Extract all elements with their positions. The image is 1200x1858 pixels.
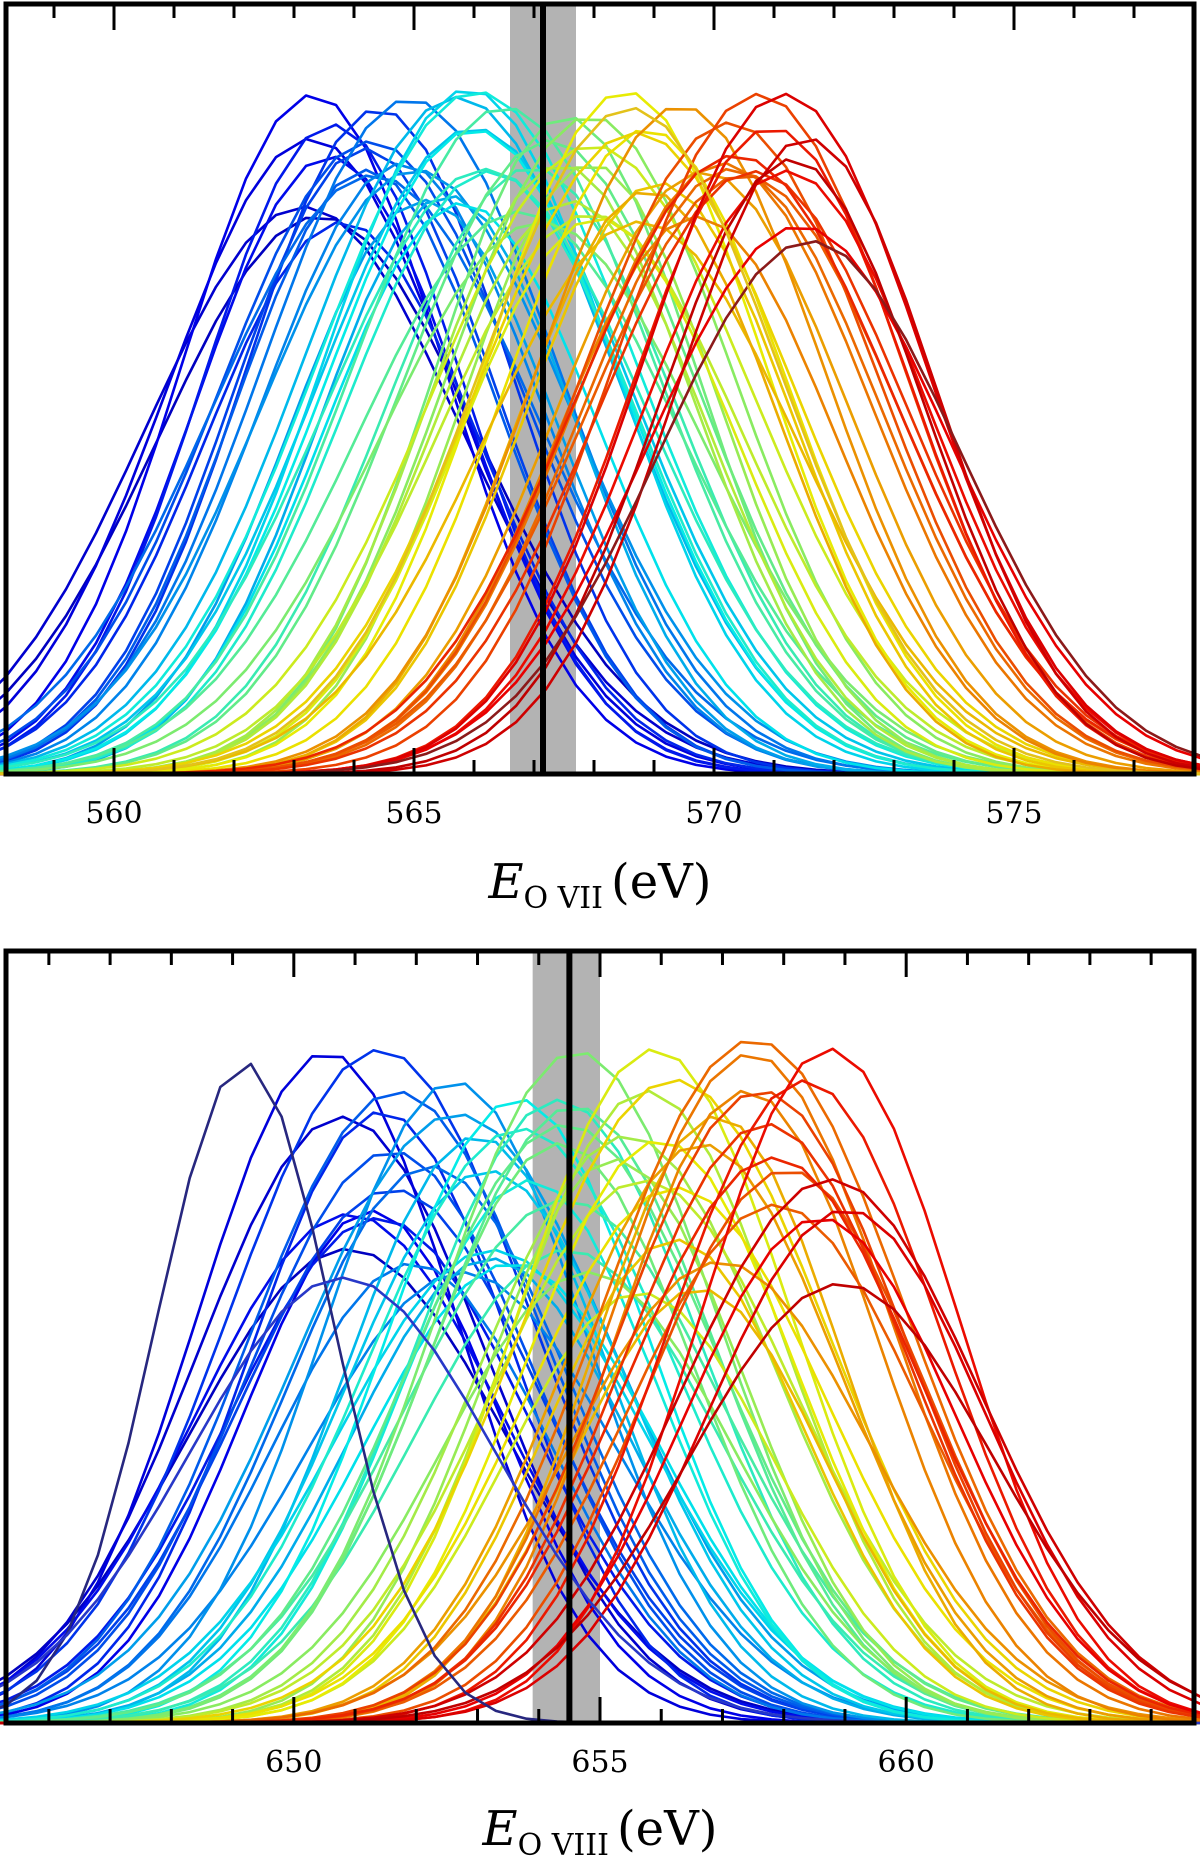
x-tick-label: 650: [265, 1745, 322, 1780]
series-line: [0, 106, 1200, 776]
x-axis-label: EO VIII (eV): [482, 1801, 718, 1858]
series-line: [0, 131, 1200, 776]
plot-frame: [3, 1, 1197, 777]
x-tick-label: 570: [685, 796, 742, 831]
panel-o-viii: 650 655 660 EO VIII (eV): [0, 948, 1200, 1858]
x-tick-label: 660: [878, 1745, 935, 1780]
panel-o-vii: 560 565 570 575 EO VII (eV): [0, 1, 1200, 916]
x-tick-label: 655: [571, 1745, 628, 1780]
x-axis-ticks: 650 655 660: [47, 951, 1153, 1780]
x-axis-label: EO VII (eV): [487, 854, 711, 916]
x-axis-ticks: 560 565 570 575: [52, 4, 1196, 831]
x-tick-label: 565: [385, 796, 442, 831]
x-tick-label: 560: [85, 796, 142, 831]
x-tick-label: 575: [985, 796, 1042, 831]
